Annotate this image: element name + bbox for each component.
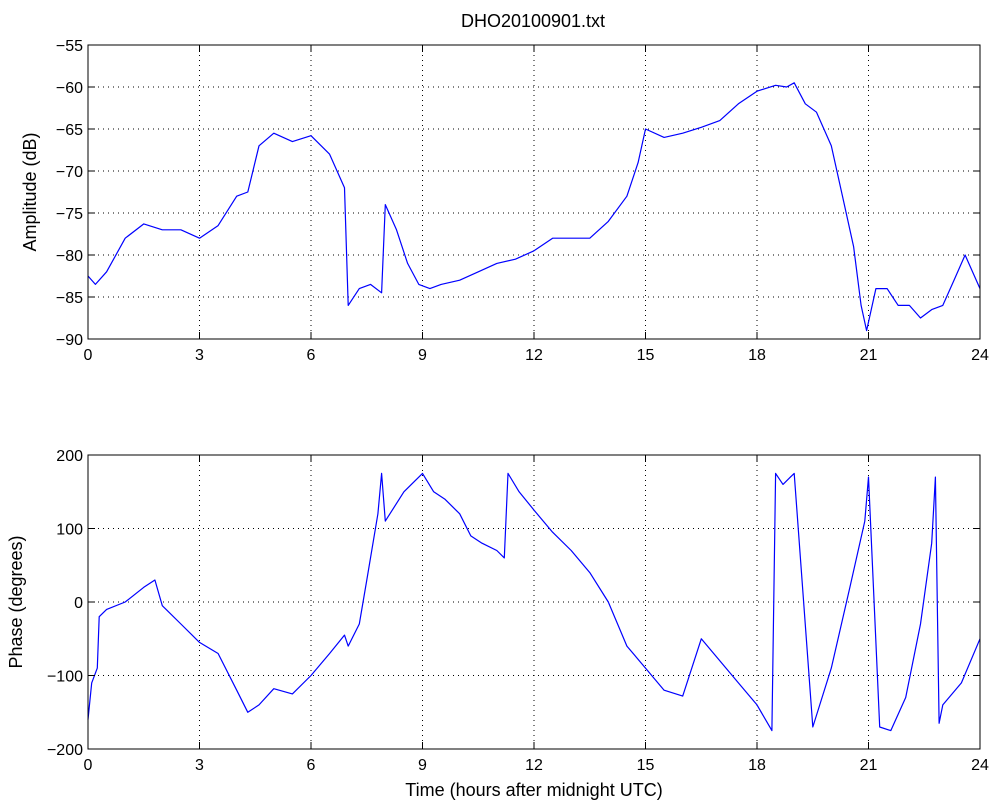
x-tick-label: 12 xyxy=(525,757,543,774)
x-tick-label: 12 xyxy=(525,347,543,364)
phase-x-axis-label: Time (hours after midnight UTC) xyxy=(405,780,662,800)
y-tick-label: −70 xyxy=(56,164,83,181)
x-tick-label: 3 xyxy=(195,757,204,774)
chart-title: DHO20100901.txt xyxy=(461,11,605,31)
y-tick-label: −100 xyxy=(47,669,83,686)
x-tick-label: 21 xyxy=(860,757,878,774)
amplitude-panel: 0 3 6 9 12 15 18 21 24 −90 −85 −80 −75 −70 −65 −60 −55 A… xyxy=(20,38,989,364)
y-tick-label: −90 xyxy=(56,332,83,349)
x-tick-label: 0 xyxy=(84,347,93,364)
amplitude-grid xyxy=(88,45,980,339)
x-tick-label: 24 xyxy=(971,757,989,774)
y-tick-label: 200 xyxy=(56,448,83,465)
amplitude-ticks: 0 3 6 9 12 15 18 21 24 −90 −85 −80 −75 −70 −65 −60 −55 xyxy=(56,38,989,364)
amplitude-y-axis-label: Amplitude (dB) xyxy=(20,132,40,251)
y-tick-label: 100 xyxy=(56,522,83,539)
amplitude-series-group xyxy=(87,82,981,332)
x-tick-label: 15 xyxy=(637,757,655,774)
phase-grid xyxy=(88,455,980,749)
x-tick-label: 18 xyxy=(748,347,766,364)
phase-panel: 0 3 6 9 12 15 18 21 24 −200 −100 0 100 200 Phase (deg… xyxy=(6,448,989,800)
x-tick-label: 21 xyxy=(860,347,878,364)
x-tick-label: 3 xyxy=(195,347,204,364)
y-tick-label: −200 xyxy=(47,742,83,759)
y-tick-label: −80 xyxy=(56,248,83,265)
x-tick-label: 18 xyxy=(748,757,766,774)
amp-series-line-0 xyxy=(87,82,981,332)
phase-series-line-0 xyxy=(87,472,981,732)
x-tick-label: 15 xyxy=(637,347,655,364)
x-tick-label: 9 xyxy=(418,347,427,364)
x-tick-label: 0 xyxy=(84,757,93,774)
phase-y-axis-label: Phase (degrees) xyxy=(6,535,26,668)
y-tick-label: −55 xyxy=(56,38,83,55)
x-tick-label: 6 xyxy=(307,757,316,774)
x-tick-label: 6 xyxy=(307,347,316,364)
y-tick-label: −60 xyxy=(56,80,83,97)
y-tick-label: −85 xyxy=(56,290,83,307)
phase-series-group xyxy=(87,472,981,732)
phase-ticks: 0 3 6 9 12 15 18 21 24 −200 −100 0 100 200 xyxy=(47,448,989,774)
y-tick-label: 0 xyxy=(74,595,83,612)
y-tick-label: −75 xyxy=(56,206,83,223)
y-tick-label: −65 xyxy=(56,122,83,139)
x-tick-label: 9 xyxy=(418,757,427,774)
x-tick-label: 24 xyxy=(971,347,989,364)
